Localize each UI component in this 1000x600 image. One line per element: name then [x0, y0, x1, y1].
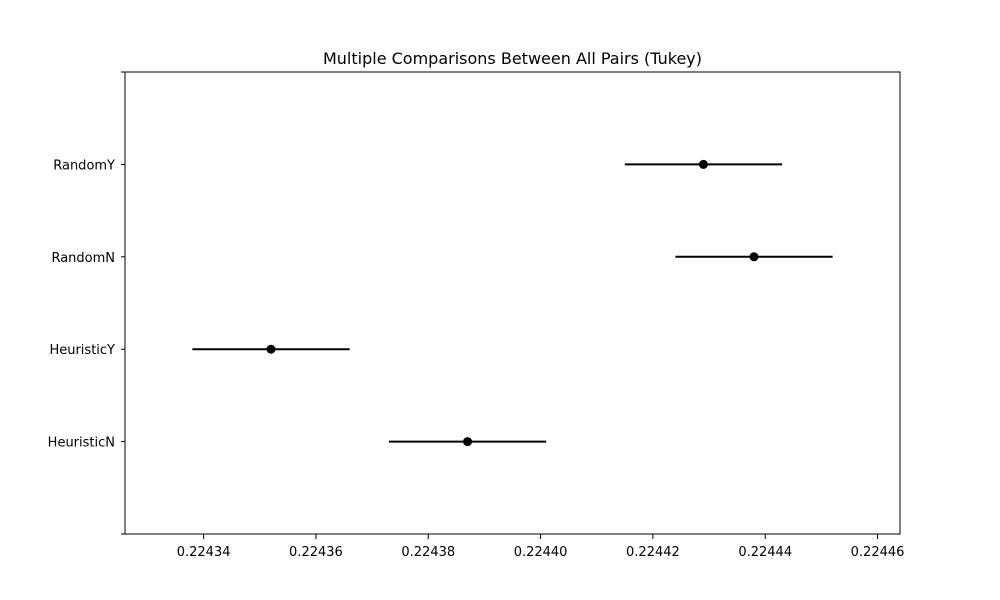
y-tick-label: HeuristicN	[48, 436, 115, 451]
plot-marks	[192, 159, 833, 447]
y-tick-label: HeuristicY	[49, 343, 115, 358]
x-tick-label: 0.22442	[626, 545, 680, 560]
x-tick-label: 0.22434	[177, 545, 231, 560]
x-tick-label: 0.22438	[401, 545, 455, 560]
x-tick-label: 0.22436	[289, 545, 343, 560]
x-tick-label: 0.22440	[514, 545, 568, 560]
mean-marker	[463, 437, 473, 447]
mean-marker	[749, 252, 759, 262]
y-tick-label: RandomY	[53, 158, 115, 173]
x-tick-label: 0.22444	[738, 545, 792, 560]
plot-area-frame	[124, 71, 901, 535]
y-tick-label: RandomN	[51, 251, 115, 266]
x-axis: 0.22434 0.22436 0.22438 0.22440 0.22442 0.224…	[177, 534, 905, 560]
mean-marker	[698, 159, 708, 169]
mean-marker	[266, 344, 276, 354]
chart-title: Multiple Comparisons Between All Pairs (…	[323, 49, 702, 68]
x-tick-label: 0.22446	[851, 545, 905, 560]
y-axis: HeuristicN HeuristicY RandomN RandomY	[48, 71, 125, 535]
